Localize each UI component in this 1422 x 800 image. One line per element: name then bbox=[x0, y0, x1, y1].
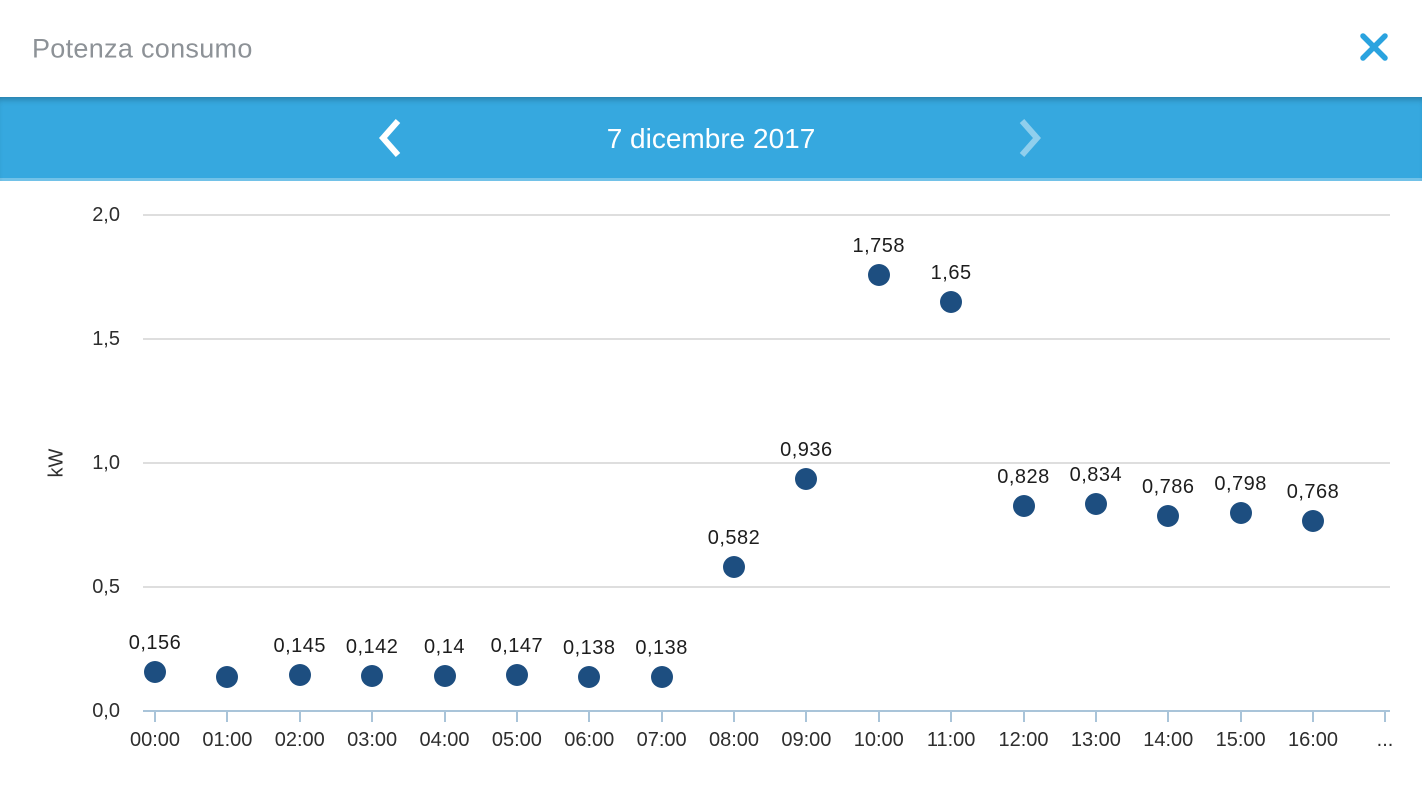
data-point-label: 0,14 bbox=[424, 636, 465, 659]
x-tick-label: 01:00 bbox=[202, 729, 253, 751]
previous-day-button[interactable] bbox=[368, 114, 412, 164]
data-point-label: 0,936 bbox=[780, 438, 833, 461]
x-tick-label: 07:00 bbox=[636, 729, 687, 751]
data-point[interactable] bbox=[505, 663, 528, 686]
chevron-left-icon bbox=[377, 118, 403, 161]
x-tick-mark bbox=[443, 711, 446, 722]
x-tick-label: 14:00 bbox=[1143, 729, 1194, 751]
x-tick-mark bbox=[1384, 711, 1386, 722]
y-tick-label: 0,5 bbox=[92, 576, 120, 598]
date-label: 7 dicembre 2017 bbox=[606, 123, 816, 154]
data-point[interactable] bbox=[1084, 493, 1107, 516]
y-tick-label: 1,5 bbox=[92, 328, 120, 350]
x-tick-mark bbox=[371, 711, 374, 722]
x-tick-mark bbox=[805, 711, 808, 722]
data-point-label: 0,138 bbox=[635, 636, 688, 659]
x-axis-line bbox=[143, 710, 1390, 712]
y-gridline bbox=[143, 462, 1390, 464]
x-tick-label: 15:00 bbox=[1215, 729, 1266, 751]
x-tick-mark bbox=[877, 711, 880, 722]
data-point-label: 0,147 bbox=[490, 634, 544, 657]
x-tick-label: 13:00 bbox=[1070, 729, 1121, 751]
x-tick-label: 04:00 bbox=[419, 729, 470, 751]
x-tick-mark bbox=[588, 711, 591, 722]
x-tick-mark bbox=[1022, 711, 1025, 722]
data-point-label: 0,142 bbox=[345, 635, 399, 658]
y-tick-label: 1,0 bbox=[92, 452, 120, 474]
x-tick-label: 03:00 bbox=[347, 729, 398, 751]
dialog-title-bar: Potenza consumo bbox=[0, 0, 1422, 97]
x-tick-label: 12:00 bbox=[998, 729, 1049, 751]
data-point[interactable] bbox=[144, 661, 166, 684]
x-tick-label: 00:00 bbox=[129, 729, 181, 751]
data-point[interactable] bbox=[940, 290, 963, 313]
x-tick-mark bbox=[226, 711, 229, 722]
chart-container: kW 0,0 0,5 1,0 1,5 2,0 00:00 01:00 02:00 03:00 04… bbox=[0, 181, 1422, 800]
x-tick-label: ... bbox=[1376, 729, 1394, 751]
data-point[interactable] bbox=[1012, 494, 1035, 517]
x-tick-label: 10:00 bbox=[853, 729, 904, 751]
x-tick-mark bbox=[1094, 711, 1097, 722]
data-point-label: 0,786 bbox=[1141, 476, 1195, 499]
y-tick-label: 2,0 bbox=[92, 204, 120, 226]
data-point[interactable] bbox=[433, 665, 456, 688]
data-point[interactable] bbox=[1302, 509, 1324, 532]
data-point[interactable] bbox=[795, 467, 818, 490]
data-point-label: 0,145 bbox=[273, 635, 327, 658]
y-gridline bbox=[143, 338, 1390, 340]
close-button[interactable] bbox=[1354, 29, 1394, 69]
data-point-label: 0,582 bbox=[707, 526, 761, 549]
data-point[interactable] bbox=[361, 664, 384, 687]
data-point[interactable] bbox=[1229, 502, 1252, 525]
data-point[interactable] bbox=[867, 264, 890, 287]
x-tick-label: 08:00 bbox=[708, 729, 760, 751]
x-tick-mark bbox=[154, 711, 156, 722]
x-tick-mark bbox=[515, 711, 518, 722]
next-day-button[interactable] bbox=[1008, 114, 1052, 164]
y-gridline bbox=[143, 586, 1390, 588]
x-tick-label: 05:00 bbox=[491, 729, 542, 751]
x-tick-mark bbox=[298, 711, 301, 722]
x-tick-label: 11:00 bbox=[926, 729, 976, 751]
data-point-label: 0,834 bbox=[1069, 464, 1123, 487]
date-navigation-bar: 7 dicembre 2017 bbox=[0, 97, 1422, 181]
x-tick-mark bbox=[1312, 711, 1314, 722]
data-point-label: 0,156 bbox=[128, 632, 182, 655]
chevron-right-icon bbox=[1017, 118, 1043, 161]
x-tick-label: 09:00 bbox=[781, 729, 832, 751]
x-tick-label: 02:00 bbox=[274, 729, 325, 751]
data-point-label: 0,768 bbox=[1286, 480, 1340, 503]
x-tick-mark bbox=[1167, 711, 1170, 722]
data-point-label: 0,798 bbox=[1214, 473, 1267, 496]
x-tick-label: 06:00 bbox=[564, 729, 615, 751]
data-point[interactable] bbox=[650, 665, 673, 688]
data-point[interactable] bbox=[216, 666, 239, 689]
data-point[interactable] bbox=[1157, 505, 1180, 528]
x-tick-mark bbox=[950, 711, 953, 722]
y-gridline bbox=[143, 214, 1390, 216]
y-tick-label: 0,0 bbox=[92, 700, 120, 722]
data-point-label: 0,138 bbox=[562, 636, 616, 659]
dialog-title: Potenza consumo bbox=[32, 33, 253, 63]
data-point[interactable] bbox=[288, 664, 311, 687]
x-tick-label: 16:00 bbox=[1287, 729, 1339, 751]
data-point-label: 1,65 bbox=[930, 261, 972, 284]
x-tick-mark bbox=[733, 711, 735, 722]
data-point[interactable] bbox=[723, 555, 745, 578]
data-point-label: 0,828 bbox=[997, 465, 1050, 488]
close-icon bbox=[1358, 31, 1390, 66]
x-tick-mark bbox=[1239, 711, 1242, 722]
x-tick-mark bbox=[660, 711, 663, 722]
data-point[interactable] bbox=[578, 665, 601, 688]
plot-area[interactable]: 0,0 0,5 1,0 1,5 2,0 00:00 01:00 02:00 03:00 04:00… bbox=[0, 181, 1422, 800]
data-point-label: 1,758 bbox=[852, 235, 906, 258]
